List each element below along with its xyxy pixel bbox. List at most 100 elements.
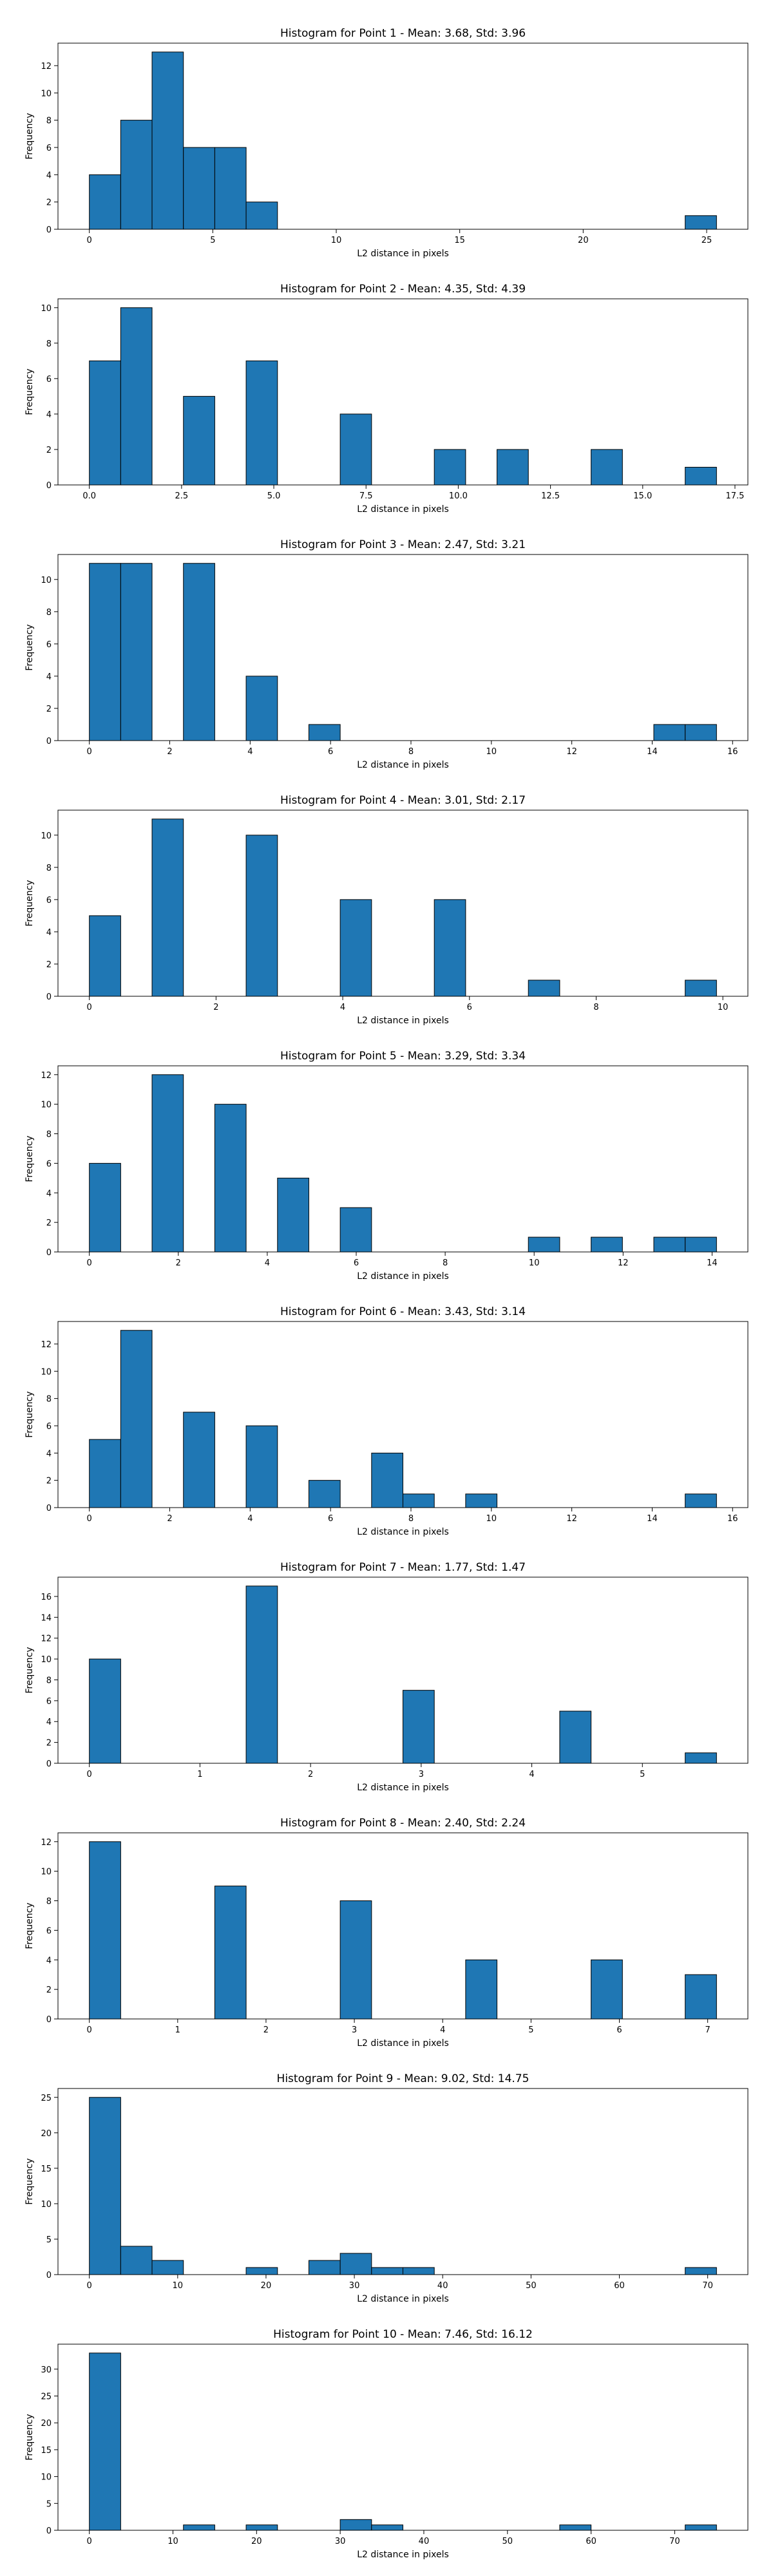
bar: [183, 1412, 215, 1508]
x-tick-label: 2.5: [175, 491, 189, 501]
x-tick-label: 4: [440, 2025, 445, 2035]
bar: [685, 1974, 717, 2020]
y-tick-label: 6: [46, 144, 52, 153]
y-tick-label: 2: [46, 446, 52, 455]
x-tick-label: 4: [265, 1258, 270, 1268]
x-axis-label: L2 distance in pixels: [357, 2038, 449, 2049]
y-tick-label: 25: [41, 2392, 52, 2401]
x-tick-label: 10: [486, 747, 497, 757]
bar: [591, 449, 623, 486]
chart-title: Histogram for Point 8 - Mean: 2.40, Std:…: [280, 1817, 526, 1830]
y-tick-label: 6: [46, 1422, 52, 1432]
y-tick-label: 4: [46, 1449, 52, 1459]
bar: [245, 1425, 278, 1508]
x-tick-label: 10: [331, 236, 342, 245]
x-tick-label: 3: [352, 2025, 357, 2035]
x-tick-label: 12: [566, 747, 577, 757]
bar: [151, 819, 184, 997]
y-tick-label: 6: [46, 1697, 52, 1707]
x-tick-label: 3: [419, 1770, 424, 1779]
y-axis-label: Frequency: [24, 368, 35, 415]
x-tick-label: 0: [87, 1514, 92, 1524]
bar: [685, 2267, 717, 2275]
x-tick-label: 12.5: [541, 491, 560, 501]
bar: [151, 2260, 184, 2275]
subplot: Histogram for Point 6 - Mean: 3.43, Std:…: [24, 1305, 749, 1537]
x-tick-label: 25: [701, 236, 712, 245]
chart-title: Histogram for Point 7 - Mean: 1.77, Std:…: [280, 1561, 526, 1574]
bar: [245, 2267, 278, 2275]
y-tick-label: 16: [41, 1593, 52, 1602]
y-tick-label: 0: [46, 1759, 52, 1769]
y-tick-label: 5: [46, 2499, 52, 2509]
y-tick-label: 0: [46, 225, 52, 235]
bar: [685, 1236, 717, 1253]
bar: [89, 915, 121, 997]
chart-title: Histogram for Point 9 - Mean: 9.02, Std:…: [277, 2072, 530, 2085]
bar: [434, 449, 466, 486]
y-axis-label: Frequency: [24, 1902, 35, 1949]
y-tick-label: 4: [46, 1718, 52, 1727]
x-tick-label: 7: [705, 2025, 710, 2035]
bar: [559, 1710, 592, 1764]
x-axis-label: L2 distance in pixels: [357, 1783, 449, 1793]
bar: [591, 1959, 623, 2020]
bar: [151, 52, 184, 230]
x-tick-label: 10: [718, 1003, 729, 1012]
bar: [245, 202, 278, 230]
bar: [434, 899, 466, 997]
x-tick-label: 14: [647, 1514, 658, 1524]
y-tick-label: 0: [46, 481, 52, 491]
y-tick-label: 20: [41, 2129, 52, 2139]
bar: [89, 1439, 121, 1508]
bar: [89, 2353, 121, 2531]
x-tick-label: 5: [640, 1770, 645, 1779]
x-tick-label: 4: [247, 747, 253, 757]
subplot: Histogram for Point 4 - Mean: 3.01, Std:…: [24, 794, 749, 1026]
x-tick-label: 5.0: [267, 491, 281, 501]
x-tick-label: 20: [578, 236, 589, 245]
bar: [685, 724, 717, 741]
y-tick-label: 10: [41, 831, 52, 841]
x-axis-label: L2 distance in pixels: [357, 1271, 449, 1282]
x-tick-label: 6: [354, 1258, 359, 1268]
y-tick-label: 4: [46, 171, 52, 180]
y-tick-label: 6: [46, 640, 52, 650]
bar: [120, 2246, 153, 2275]
x-tick-label: 15: [454, 236, 465, 245]
x-tick-label: 1: [197, 1770, 202, 1779]
bar: [528, 1236, 560, 1253]
x-tick-label: 16: [727, 747, 738, 757]
bar: [339, 413, 372, 486]
x-tick-label: 50: [502, 2537, 513, 2546]
x-tick-label: 30: [349, 2281, 360, 2291]
bar: [120, 1330, 153, 1508]
bar: [245, 2524, 278, 2531]
x-tick-label: 15.0: [633, 491, 652, 501]
bar: [497, 449, 529, 486]
axes-frame: [57, 2344, 749, 2531]
y-tick-label: 2: [46, 705, 52, 714]
x-tick-label: 70: [669, 2537, 680, 2546]
x-tick-label: 0: [87, 1258, 92, 1268]
y-tick-label: 4: [46, 672, 52, 682]
x-axis-label: L2 distance in pixels: [357, 249, 449, 259]
axes-frame: [57, 1321, 749, 1508]
x-tick-label: 70: [702, 2281, 713, 2291]
bar: [183, 147, 215, 230]
bar: [89, 563, 121, 741]
y-tick-label: 0: [46, 2271, 52, 2280]
x-tick-label: 0: [87, 236, 92, 245]
bar: [339, 1207, 372, 1253]
bar: [183, 395, 215, 486]
y-tick-label: 0: [46, 2015, 52, 2025]
x-tick-label: 2: [167, 1514, 172, 1524]
y-axis-label: Frequency: [24, 1391, 35, 1437]
bar: [308, 1480, 341, 1508]
y-tick-label: 2: [46, 1985, 52, 1995]
subplot: Histogram for Point 9 - Mean: 9.02, Std:…: [24, 2072, 749, 2304]
chart-title: Histogram for Point 5 - Mean: 3.29, Std:…: [280, 1050, 526, 1063]
axes-frame: [57, 1577, 749, 1764]
y-tick-label: 0: [46, 1504, 52, 1513]
x-tick-label: 30: [335, 2537, 346, 2546]
